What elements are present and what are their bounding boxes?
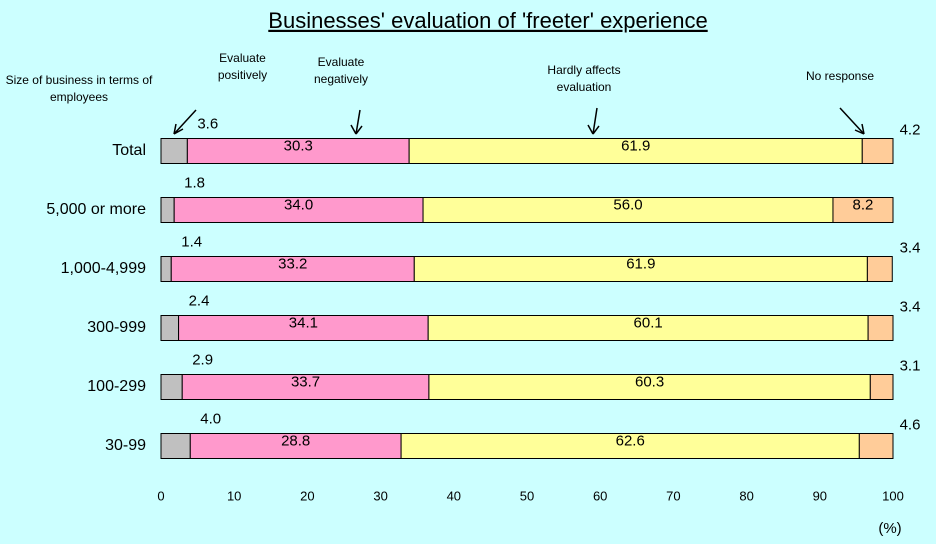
- chart-title: Businesses' evaluation of 'freeter' expe…: [268, 8, 707, 33]
- legend-label: Evaluate positively: [217, 51, 268, 82]
- y-tick-label: 100-299: [87, 378, 146, 395]
- bar-segment: [160, 197, 175, 223]
- bar-segment: [189, 433, 402, 459]
- value-label: 1.4: [181, 233, 202, 250]
- value-label: 30.3: [284, 137, 313, 154]
- bar-segment: [170, 256, 415, 282]
- bar-segment: [428, 374, 871, 400]
- legend-label: No response: [805, 69, 875, 83]
- bar-segment: [869, 374, 894, 400]
- value-label: 3.1: [900, 357, 921, 374]
- value-label: 3.4: [900, 298, 921, 315]
- value-label: 3.6: [197, 115, 218, 132]
- x-tick-label: 0: [157, 488, 164, 503]
- x-tick-label: 100: [882, 488, 904, 503]
- x-tick-label: 40: [447, 488, 461, 503]
- bar-segment: [413, 256, 868, 282]
- arrows: [173, 107, 865, 135]
- arrow: [173, 109, 197, 135]
- bar-segment: [160, 315, 180, 341]
- bar-segment: [832, 197, 894, 223]
- bar-segment: [186, 138, 410, 164]
- legend-label: Hardly affects evaluation: [547, 63, 621, 94]
- x-tick-label: 60: [593, 488, 607, 503]
- value-label: 4.6: [900, 416, 921, 433]
- x-tick-label: 80: [739, 488, 753, 503]
- y-tick-label: 30-99: [105, 437, 146, 454]
- y-tick-label: 1,000-4,999: [61, 260, 147, 277]
- value-label: 33.7: [291, 373, 320, 390]
- value-label: 61.9: [626, 255, 655, 272]
- x-tick-label: 50: [520, 488, 534, 503]
- value-label: 2.9: [192, 351, 213, 368]
- value-label: 61.9: [621, 137, 650, 154]
- bar-segment: [160, 433, 191, 459]
- arrow: [350, 109, 363, 135]
- y-tick-label: 300-999: [87, 319, 146, 336]
- value-label: 60.1: [634, 314, 663, 331]
- value-label: 8.2: [853, 196, 874, 213]
- bar-segment: [160, 138, 188, 164]
- value-label: 62.6: [616, 432, 645, 449]
- y-tick-label: Total: [112, 142, 146, 159]
- value-label: 28.8: [281, 432, 310, 449]
- bar-segment: [861, 138, 894, 164]
- bar-segment: [181, 374, 430, 400]
- x-tick-label: 90: [813, 488, 827, 503]
- x-tick-label: 20: [300, 488, 314, 503]
- value-label: 4.2: [900, 121, 921, 138]
- bar-segment: [178, 315, 429, 341]
- legend-label: Evaluate negatively: [313, 55, 369, 86]
- x-tick-label: 70: [666, 488, 680, 503]
- x-axis-label: (%): [878, 520, 902, 537]
- bar-segment: [858, 433, 894, 459]
- category-axis-label: Size of business in terms of employees: [5, 73, 153, 104]
- bar-segment: [422, 197, 834, 223]
- arrow: [587, 107, 600, 135]
- bar-segment: [866, 256, 893, 282]
- bar-segment: [408, 138, 863, 164]
- bar-segment: [160, 374, 183, 400]
- x-tick-label: 30: [373, 488, 387, 503]
- bar-segment: [160, 256, 172, 282]
- y-tick-label: 5,000 or more: [46, 201, 146, 218]
- bar-segment: [173, 197, 424, 223]
- value-label: 33.2: [278, 255, 307, 272]
- value-label: 34.1: [289, 314, 318, 331]
- bar-segment: [400, 433, 860, 459]
- value-label: 56.0: [613, 196, 642, 213]
- value-label: 1.8: [184, 174, 205, 191]
- arrow: [839, 107, 865, 135]
- value-label: 2.4: [189, 292, 210, 309]
- bar-segment: [427, 315, 869, 341]
- x-tick-label: 10: [227, 488, 241, 503]
- value-label: 34.0: [284, 196, 313, 213]
- value-label: 4.0: [200, 410, 221, 427]
- value-label: 60.3: [635, 373, 664, 390]
- bar-segment: [867, 315, 894, 341]
- value-label: 3.4: [900, 239, 921, 256]
